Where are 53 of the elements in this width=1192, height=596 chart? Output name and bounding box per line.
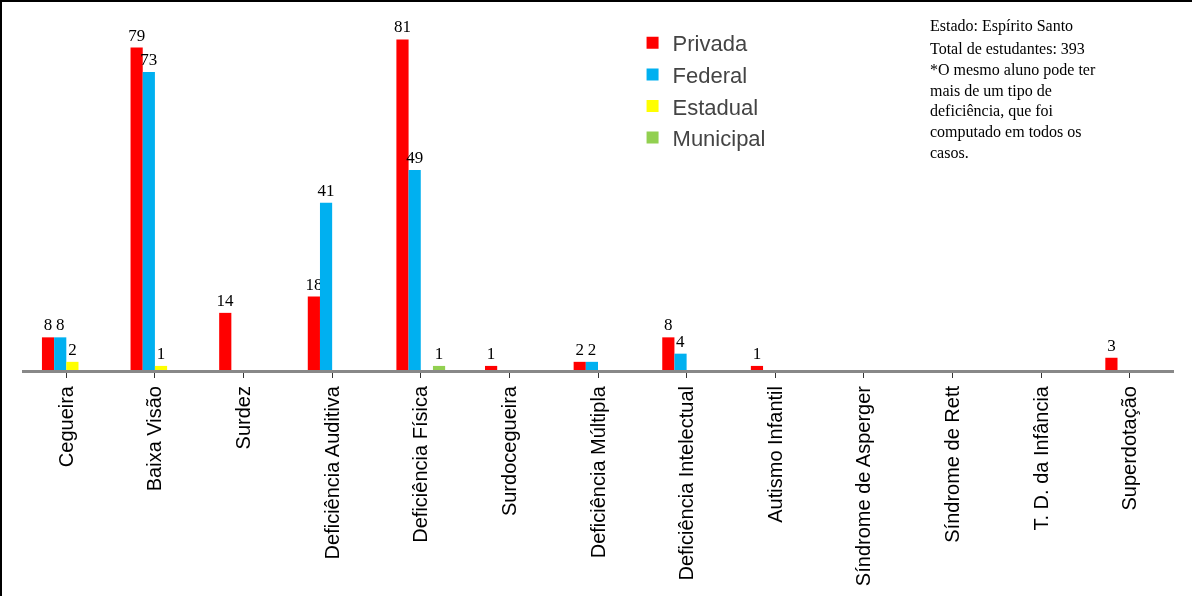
data-label: 41 (317, 180, 335, 200)
data-label: 1 (486, 343, 496, 363)
bar (750, 365, 764, 370)
data-label: 2 (68, 339, 77, 359)
x-tick-label: Deficiência Intelectual (675, 386, 698, 581)
bar (41, 337, 55, 370)
data-label: 8 (664, 315, 673, 335)
data-label: 81 (393, 17, 411, 37)
bar (142, 72, 155, 370)
bar (54, 337, 67, 370)
x-tick-label: Deficiência Múltipla (586, 385, 609, 559)
data-label: 8 (43, 315, 53, 335)
data-label: 1 (434, 343, 444, 363)
bar (585, 361, 598, 370)
bar (307, 296, 320, 370)
x-tick-label: Deficiência Auditiva (320, 385, 343, 560)
bar (674, 353, 687, 370)
data-label: 4 (676, 331, 686, 351)
data-label: 1 (752, 343, 762, 363)
legend-label: Municipal (672, 126, 766, 152)
x-tick-label: Síndrome de Asperger (852, 385, 875, 587)
x-tick-label: Superdotação (1118, 386, 1141, 511)
legend-label: Privada (672, 31, 748, 57)
legend-label: Estadual (672, 94, 759, 120)
data-label: 1 (156, 343, 166, 363)
data-label: 8 (55, 315, 65, 335)
bar (130, 47, 143, 370)
data-label: 14 (216, 290, 235, 310)
bar (432, 365, 446, 370)
x-tick-label: Surdez (232, 386, 255, 450)
text: Estado: Espírito Santo (930, 17, 1074, 35)
bar (408, 170, 421, 370)
annotation: Total de estudantes: 393 *O mesmo aluno pode ter mais de um tipo de deficiência, que foi computado em todos os casos. (930, 40, 1096, 161)
bar (319, 202, 333, 370)
bar (485, 365, 498, 370)
x-tick-label: Baixa Visão (143, 386, 166, 492)
data-label: 2 (587, 339, 597, 359)
bar (154, 365, 168, 370)
data-label: 3 (1107, 335, 1116, 355)
x-tick-label: Cegueira (54, 385, 77, 468)
x-tick-label: Surdocegueira (497, 385, 520, 517)
legend-label: Federal (672, 62, 748, 88)
bar (1105, 357, 1118, 370)
bar (66, 361, 79, 370)
x-tick-label: T. D. da Infância (1029, 385, 1052, 531)
x-tick-label: Síndrome de Rett (940, 385, 963, 543)
x-tick-label: Autismo Infantil (763, 386, 786, 523)
data-label: 2 (575, 339, 584, 359)
bar (662, 337, 675, 370)
x-tick-label: Deficiência Física (409, 385, 432, 543)
bar (219, 312, 232, 370)
bar (573, 361, 586, 370)
data-label: 79 (128, 25, 146, 45)
